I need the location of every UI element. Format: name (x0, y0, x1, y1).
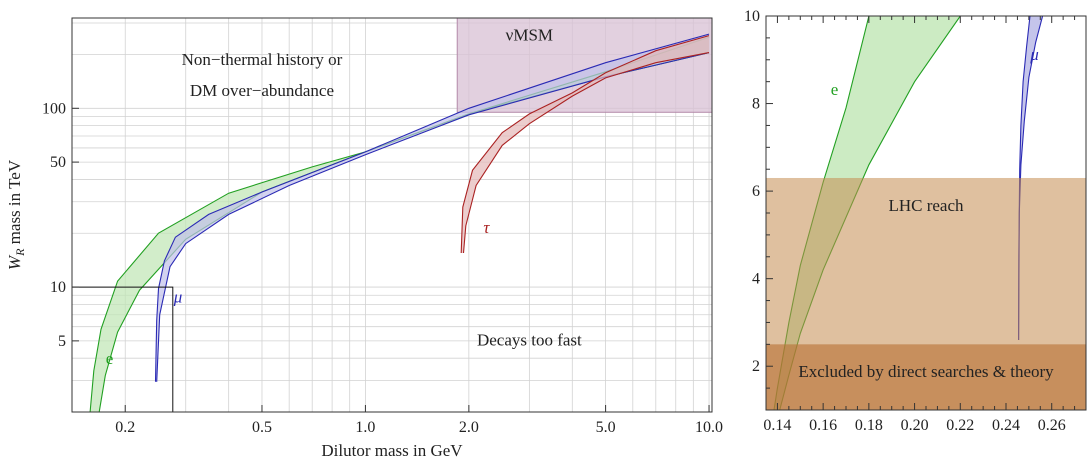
inset-y-tick-label: 4 (752, 271, 760, 288)
inset-x-tick-label: 0.24 (992, 417, 1020, 434)
x-tick-label: 0.5 (252, 419, 272, 436)
inset-plot-area (766, 16, 1086, 410)
y-axis-title: WR mass in TeV (5, 159, 27, 270)
inset-x-tick-label: 0.20 (901, 417, 929, 434)
main-chart-panel: 0.2 0.5 1.0 2.0 5.0 10.0 5 10 50 100 Non−thermal h… (5, 17, 723, 460)
y-axis-title-sub: R (13, 248, 27, 257)
band-upper-edge (154, 33, 710, 382)
inset-x-tick-label: 0.14 (763, 417, 791, 434)
region-numsm (456, 18, 712, 113)
annotation-nonthermal1: Non−thermal history or (182, 50, 343, 69)
y-tick-label: 5 (58, 333, 66, 350)
band-upper-edge (460, 35, 710, 254)
inset-series-label-mu: μ (1029, 45, 1039, 64)
x-tick-label: 10.0 (695, 419, 723, 436)
annotation-nonthermal2: DM over−abundance (190, 81, 334, 100)
x-axis-title: Dilutor mass in GeV (321, 441, 463, 460)
inset-band-mu (1018, 16, 1043, 340)
y-axis-title-main: W (5, 254, 24, 270)
y-tick-label: 100 (42, 100, 66, 117)
annotation-numsm: νMSM (506, 25, 553, 44)
y-tick-label: 50 (50, 154, 66, 171)
inset-y-tick-label: 8 (752, 96, 760, 113)
inset-x-tick-label: 0.26 (1038, 417, 1066, 434)
y-tick-label: 10 (50, 279, 66, 296)
series-label-mu: μ (173, 287, 183, 306)
inset-chart-panel: 0.14 0.16 0.18 0.20 0.22 0.24 0.26 2 4 6 8 10 LHC re… (744, 8, 1087, 434)
inset-y-tick-label: 6 (752, 183, 760, 200)
plot-area (72, 18, 712, 412)
inset-annotation-excl: Excluded by direct searches & theory (798, 362, 1054, 381)
inset-series-label-e: e (831, 80, 839, 99)
plot-frame (71, 17, 713, 413)
region-excluded (766, 344, 1086, 410)
x-tick-label: 5.0 (596, 419, 616, 436)
reference-line (72, 286, 174, 412)
x-tick-label: 0.2 (115, 419, 135, 436)
inset-annotation-lhc: LHC reach (888, 196, 964, 215)
inset-x-tick-label: 0.18 (855, 417, 883, 434)
x-tick-label: 2.0 (459, 419, 479, 436)
band-lower-edge (156, 52, 710, 382)
inset-x-tick-label: 0.22 (946, 417, 974, 434)
inset-band-e (774, 16, 961, 410)
x-tick-label: 1.0 (355, 419, 375, 436)
inset-y-tick-label: 10 (744, 8, 760, 25)
series-label-tau: τ (483, 218, 490, 237)
series-label-e: e (106, 349, 114, 368)
inset-y-tick-label: 2 (752, 358, 760, 375)
annotation-decays: Decays too fast (477, 331, 582, 350)
inset-x-tick-label: 0.16 (809, 417, 837, 434)
y-axis-title-rest: mass in TeV (5, 159, 24, 248)
band-lower-edge (462, 52, 710, 254)
